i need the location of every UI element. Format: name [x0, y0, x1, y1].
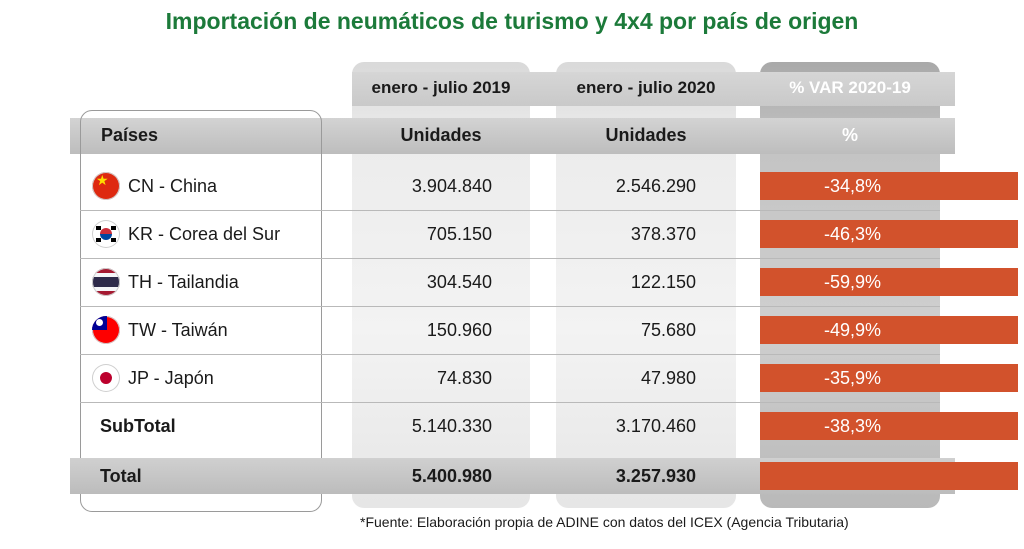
variation-cell: -46,3% [760, 220, 1018, 248]
variation-cell: -34,8% [760, 172, 1018, 200]
total-label: Total [100, 465, 142, 486]
table-row-korea: KR - Corea del Sur 705.150 378.370 -46,3… [80, 214, 1018, 254]
table-row-china: CN - China 3.904.840 2.546.290 -34,8% [80, 166, 1018, 206]
period-header-2020: enero - julio 2020 [576, 78, 716, 97]
south-korea-flag-icon [92, 220, 120, 248]
row-divider [80, 258, 940, 259]
variation-cell: -35,9% [760, 364, 1018, 392]
period-header-2019: enero - julio 2019 [371, 78, 511, 97]
row-divider [80, 210, 940, 211]
table-row-taiwan: TW - Taiwán 150.960 75.680 -49,9% [80, 310, 1018, 350]
row-divider [80, 354, 940, 355]
source-footnote: *Fuente: Elaboración propia de ADINE con… [360, 514, 849, 530]
table-title: Importación de neumáticos de turismo y 4… [165, 8, 859, 34]
row-divider [80, 402, 940, 403]
value-2020: 47.980 [640, 368, 696, 388]
variation-cell: -49,9% [760, 316, 1018, 344]
country-label: TH - Tailandia [128, 271, 239, 292]
country-label: TW - Taiwán [128, 319, 228, 340]
unit-header-2020: Unidades [605, 125, 687, 145]
row-divider [80, 306, 940, 307]
table-row-total: Total 5.400.980 3.257.930 [80, 456, 1018, 496]
subtotal-variation-cell: -38,3% [760, 412, 1018, 440]
table-row-thailand: TH - Tailandia 304.540 122.150 -59,9% [80, 262, 1018, 302]
period-header-band [352, 72, 955, 106]
value-2020: 2.546.290 [615, 176, 696, 196]
country-label: CN - China [128, 175, 218, 196]
subtotal-2019: 5.140.330 [411, 416, 492, 436]
unit-header-band [70, 118, 955, 154]
value-2020: 378.370 [630, 224, 696, 244]
country-column-header: Países [101, 125, 159, 145]
table-row-subtotal: SubTotal 5.140.330 3.170.460 -38,3% [80, 406, 1018, 446]
country-column-frame [80, 110, 322, 512]
value-2020: 122.150 [630, 272, 696, 292]
subtotal-2020: 3.170.460 [615, 416, 696, 436]
value-2019: 150.960 [426, 320, 492, 340]
japan-flag-icon [92, 364, 120, 392]
thailand-flag-icon [92, 268, 120, 296]
unit-header-variation: % [841, 125, 858, 145]
value-2019: 304.540 [426, 272, 492, 292]
subtotal-label: SubTotal [100, 415, 176, 436]
value-2019: 74.830 [436, 368, 492, 388]
country-label: JP - Japón [128, 367, 214, 388]
total-2020: 3.257.930 [615, 466, 696, 486]
variation-cell: -59,9% [760, 268, 1018, 296]
china-flag-icon [92, 172, 120, 200]
total-2019: 5.400.980 [411, 466, 492, 486]
total-variation-cell [760, 462, 1018, 490]
unit-header-2019: Unidades [400, 125, 482, 145]
value-2020: 75.680 [640, 320, 696, 340]
country-label: KR - Corea del Sur [128, 223, 281, 244]
value-2019: 3.904.840 [411, 176, 492, 196]
value-2019: 705.150 [426, 224, 492, 244]
taiwan-flag-icon [92, 316, 120, 344]
table-row-japan: JP - Japón 74.830 47.980 -35,9% [80, 358, 1018, 398]
period-header-variation: % VAR 2020-19 [789, 78, 911, 97]
